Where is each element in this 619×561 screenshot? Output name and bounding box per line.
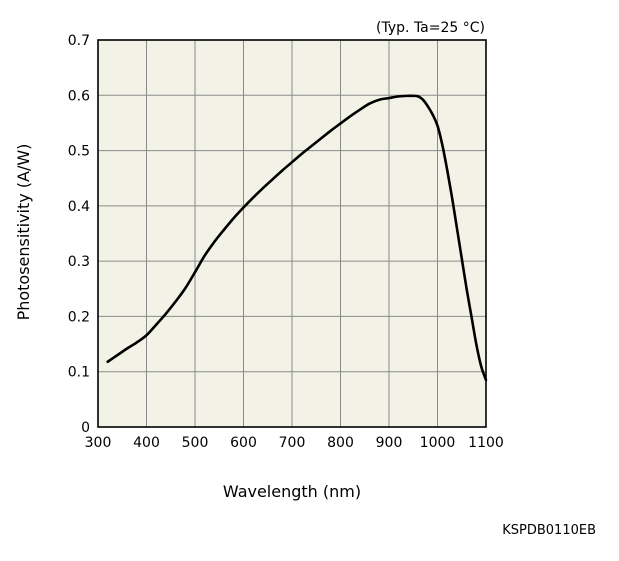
chart-code: KSPDB0110EB xyxy=(502,523,596,538)
y-tick-label: 0.6 xyxy=(68,88,90,104)
x-tick-label: 500 xyxy=(182,435,209,451)
y-tick-label: 0 xyxy=(81,420,90,436)
x-tick-label: 300 xyxy=(85,435,112,451)
x-tick-label: 900 xyxy=(376,435,403,451)
y-axis-ticks: 0 0.1 0.2 0.3 0.4 0.5 0.6 0.7 xyxy=(68,33,90,436)
y-axis-label: Photosensitivity (A/W) xyxy=(14,144,33,321)
y-tick-label: 0.2 xyxy=(68,309,90,325)
plot-frame xyxy=(97,39,487,428)
x-axis-label: Wavelength (nm) xyxy=(223,482,361,501)
y-tick-label: 0.4 xyxy=(68,199,90,215)
x-tick-label: 1000 xyxy=(420,435,456,451)
y-tick-label: 0.7 xyxy=(68,33,90,49)
y-tick-label: 0.3 xyxy=(68,254,90,270)
x-tick-label: 800 xyxy=(327,435,354,451)
x-axis-ticks: 300 400 500 600 700 800 900 1000 1100 xyxy=(85,435,504,451)
x-tick-label: 1100 xyxy=(468,435,504,451)
y-tick-label: 0.1 xyxy=(68,365,90,381)
photosensitivity-curve xyxy=(106,94,488,382)
x-tick-label: 400 xyxy=(133,435,160,451)
x-tick-label: 600 xyxy=(230,435,257,451)
x-tick-label: 700 xyxy=(279,435,306,451)
condition-note: (Typ. Ta=25 °C) xyxy=(376,20,485,36)
y-tick-label: 0.5 xyxy=(68,144,90,160)
